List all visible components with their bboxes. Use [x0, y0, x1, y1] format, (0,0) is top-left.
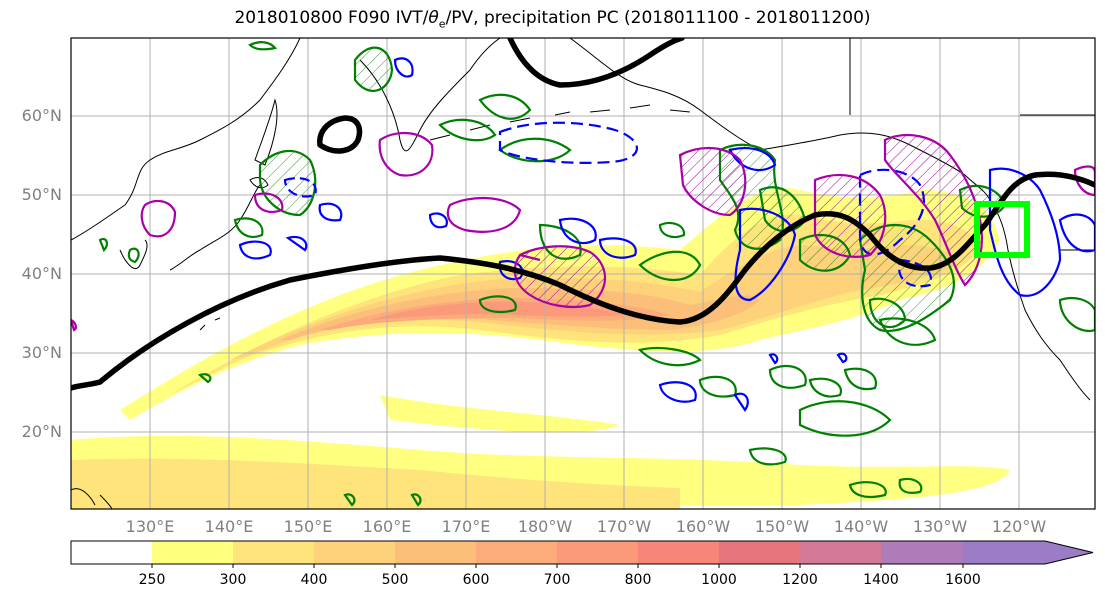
lat-label-60n: 60°N: [21, 106, 62, 125]
lon-label-170w: 170°W: [596, 517, 652, 536]
ivt-300-tropical: [71, 458, 680, 509]
lon-label-150e: 150°E: [283, 517, 333, 536]
jet-main: [71, 171, 1095, 391]
pv-contours: [71, 132, 1095, 332]
colorbar-label-1600: 1600: [945, 572, 981, 588]
lat-label-30n: 30°N: [21, 343, 62, 362]
lat-label-40n: 40°N: [21, 264, 62, 283]
colorbar-label-300: 300: [219, 572, 247, 588]
colorbar-label-400: 400: [300, 572, 328, 588]
ryukyu-islands: [199, 317, 221, 331]
colorbar-label-1400: 1400: [863, 572, 899, 588]
kamchatka-coast: [359, 38, 501, 152]
lon-label-140w: 140°W: [833, 517, 889, 536]
jet-small-loop: [317, 115, 363, 154]
japan-coast: [169, 184, 261, 271]
korea-coast: [119, 239, 148, 270]
colorbar-label-800: 800: [624, 572, 652, 588]
lon-label-130e: 130°E: [125, 517, 175, 536]
colorbar: [70, 540, 1094, 568]
jet-north-arc: [507, 38, 685, 88]
lat-label-50n: 50°N: [21, 185, 62, 204]
colorbar-label-1000: 1000: [701, 572, 737, 588]
colorbar-label-250: 250: [138, 572, 166, 588]
map-frame: [70, 37, 1096, 510]
figure-title: 2018010800 F090 IVT/θe/PV, precipitation…: [234, 8, 871, 31]
aleutians: [429, 104, 691, 141]
lat-label-20n: 20°N: [21, 422, 62, 441]
asia-coast: [71, 38, 301, 241]
lon-label-160w: 160°W: [675, 517, 731, 536]
ivt-lower-left: [71, 467, 106, 509]
lon-label-130w: 130°W: [912, 517, 968, 536]
lon-label-140e: 140°E: [204, 517, 254, 536]
colorbar-outline: [70, 540, 1094, 565]
colorbar-label-600: 600: [462, 572, 490, 588]
lon-label-120w: 120°W: [991, 517, 1047, 536]
na-west-coast: [989, 199, 1091, 401]
lon-label-160e: 160°E: [362, 517, 412, 536]
jet-contours: [71, 38, 1095, 391]
ivt-250-midband: [380, 395, 620, 433]
colorbar-label-1200: 1200: [782, 572, 818, 588]
coastlines: [71, 38, 1095, 509]
lon-label-170e: 170°E: [441, 517, 491, 536]
sakhalin-coast: [254, 98, 278, 166]
map-panel: [71, 38, 1095, 509]
target-region-box: [974, 201, 1030, 258]
lon-label-150w: 150°W: [754, 517, 810, 536]
colorbar-label-500: 500: [381, 572, 409, 588]
philippines: [71, 488, 113, 509]
lon-label-180w: 180°W: [517, 517, 573, 536]
colorbar-label-700: 700: [543, 572, 571, 588]
